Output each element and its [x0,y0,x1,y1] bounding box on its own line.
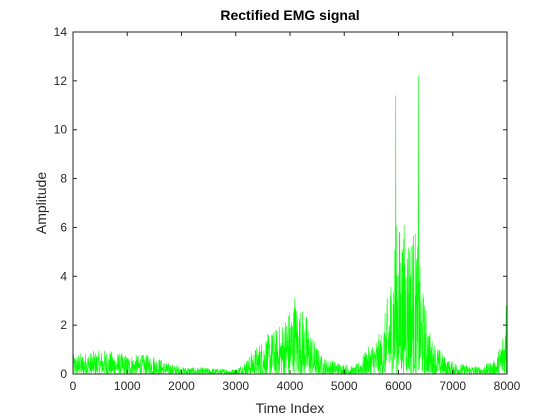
y-tick-label: 4 [60,269,67,283]
x-tick-label: 1000 [114,379,141,393]
plot-area [73,32,507,374]
signal-layer [72,75,508,376]
x-tick-label: 8000 [494,379,521,393]
y-tick-label: 14 [54,25,68,39]
y-tick-label: 6 [60,220,67,234]
y-tick-label: 8 [60,172,67,186]
y-tick-label: 2 [60,318,67,332]
x-tick-label: 2000 [168,379,195,393]
y-axis-label: Amplitude [33,172,49,234]
x-tick-label: 0 [70,379,77,393]
x-tick-label: 6000 [385,379,412,393]
x-axis-label: Time Index [256,400,325,416]
x-axis: 0 1000 2000 3000 4000 5000 6000 7000 8000 [70,32,521,393]
y-tick-label: 0 [60,367,67,381]
y-tick-label: 10 [54,123,68,137]
x-tick-label: 3000 [222,379,249,393]
y-axis: 0 2 4 6 8 10 12 14 [54,25,507,381]
emg-series-line [72,75,508,376]
chart-title: Rectified EMG signal [220,7,359,23]
x-tick-label: 4000 [277,379,304,393]
x-tick-label: 7000 [439,379,466,393]
y-tick-label: 12 [54,74,68,88]
x-tick-label: 5000 [331,379,358,393]
